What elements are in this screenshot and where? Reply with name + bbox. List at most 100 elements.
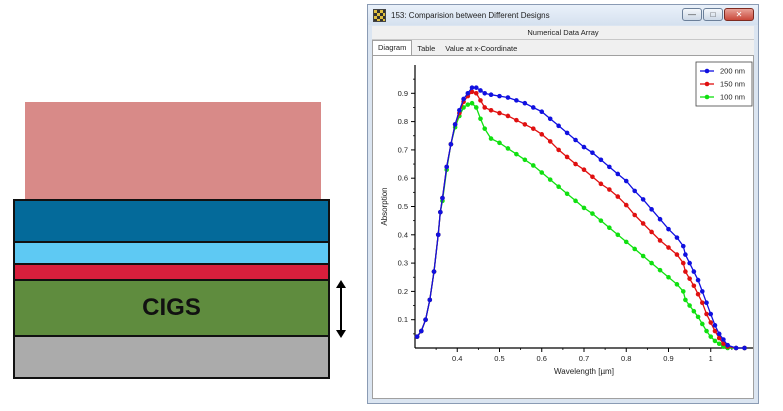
- subheader: Numerical Data Array: [372, 26, 754, 40]
- close-button[interactable]: ✕: [724, 8, 754, 21]
- thickness-arrow-icon: [336, 280, 346, 338]
- data-point: [431, 269, 437, 274]
- data-point: [478, 116, 483, 122]
- data-point: [573, 161, 578, 167]
- y-tick-label: 0.4: [398, 230, 408, 239]
- data-point: [564, 130, 570, 136]
- data-point: [657, 267, 663, 273]
- data-point: [497, 110, 502, 116]
- data-point: [695, 277, 701, 283]
- data-point: [497, 93, 502, 99]
- data-point: [704, 311, 709, 317]
- data-point: [448, 141, 454, 147]
- layer-stack-illustration: CIGS: [0, 0, 360, 411]
- data-point: [514, 98, 519, 103]
- buffer-layer: [13, 241, 330, 265]
- data-point: [674, 282, 680, 287]
- data-point: [514, 151, 519, 157]
- legend-swatch-marker: [704, 94, 710, 100]
- y-tick-label: 0.7: [398, 145, 408, 154]
- data-point: [674, 252, 680, 257]
- data-point: [531, 163, 536, 168]
- data-point: [482, 91, 488, 96]
- y-tick-label: 0.3: [398, 259, 408, 268]
- tab-diagram[interactable]: Diagram: [372, 40, 413, 55]
- x-tick-label: 0.5: [494, 354, 504, 363]
- x-tick-label: 1: [709, 354, 713, 363]
- legend-label: 200 nm: [720, 67, 745, 76]
- data-point: [733, 345, 739, 351]
- data-point: [469, 100, 475, 106]
- window-titlebar[interactable]: 153: Comparision between Different Desig…: [368, 5, 758, 25]
- data-point: [691, 308, 697, 314]
- tab-value-at-x[interactable]: Value at x-Coordinate: [445, 44, 518, 53]
- data-point: [721, 341, 726, 347]
- data-point: [623, 202, 629, 208]
- data-point: [457, 107, 462, 113]
- data-point: [581, 167, 587, 173]
- data-point: [666, 245, 671, 250]
- data-point: [419, 328, 424, 334]
- data-point: [514, 117, 519, 123]
- data-point: [623, 178, 629, 184]
- data-point: [488, 107, 494, 113]
- data-point: [687, 276, 692, 281]
- data-point: [423, 317, 428, 323]
- x-tick-label: 0.7: [579, 354, 589, 363]
- data-point: [452, 122, 458, 127]
- data-point: [649, 260, 654, 266]
- data-point: [505, 146, 511, 151]
- data-point: [716, 341, 722, 347]
- data-point: [438, 209, 443, 215]
- data-point: [680, 243, 686, 249]
- cigs-label: CIGS: [142, 294, 201, 321]
- data-point: [590, 150, 595, 156]
- maximize-button[interactable]: □: [703, 8, 723, 21]
- data-point: [581, 144, 587, 150]
- y-tick-label: 0.8: [398, 117, 408, 126]
- x-axis-label: Wavelength [µm]: [554, 367, 614, 376]
- window-layer: [13, 199, 330, 243]
- window-controls: — □ ✕: [681, 8, 754, 21]
- data-point: [649, 207, 654, 212]
- data-point: [704, 328, 709, 334]
- data-point: [716, 331, 722, 337]
- data-point: [547, 139, 553, 144]
- data-point: [522, 157, 528, 163]
- y-tick-label: 0.5: [398, 202, 408, 211]
- data-point: [473, 105, 479, 110]
- data-point: [615, 232, 621, 238]
- cigs-layer: CIGS: [13, 279, 330, 337]
- app-icon: [373, 8, 386, 22]
- data-point: [573, 198, 578, 204]
- series-line-200-nm: [416, 86, 745, 349]
- tab-table[interactable]: Table: [417, 44, 436, 53]
- data-array-window: 153: Comparision between Different Desig…: [367, 4, 759, 404]
- data-point: [725, 342, 730, 348]
- data-point: [687, 260, 692, 266]
- minimize-button[interactable]: —: [682, 8, 702, 21]
- data-point: [505, 95, 511, 100]
- data-point: [691, 283, 697, 289]
- data-point: [657, 238, 663, 243]
- data-point: [640, 221, 646, 226]
- data-point: [440, 195, 445, 201]
- legend-label: 100 nm: [720, 93, 745, 102]
- diagram-panel: 0.1 0.2 0.3 0.4 0.5 0.6 0.7 0.8 0.9 0.4 0.5 0.6 0.7 0…: [372, 55, 754, 399]
- y-tick-label: 0.9: [398, 89, 408, 98]
- absorption-chart[interactable]: 0.1 0.2 0.3 0.4 0.5 0.6 0.7 0.8 0.9 0.4 0.5 0.6 0.7 0…: [373, 56, 755, 400]
- data-point: [712, 338, 718, 344]
- data-point: [539, 170, 545, 175]
- data-point: [674, 235, 680, 240]
- data-point: [683, 297, 688, 303]
- data-point: [469, 89, 475, 95]
- data-point: [465, 102, 471, 107]
- data-point: [649, 229, 654, 235]
- data-point: [721, 337, 726, 342]
- window-title: 153: Comparision between Different Desig…: [391, 10, 550, 20]
- data-point: [478, 98, 483, 103]
- data-point: [539, 109, 545, 114]
- data-point: [590, 174, 595, 180]
- data-point: [680, 260, 686, 266]
- data-point: [522, 122, 528, 127]
